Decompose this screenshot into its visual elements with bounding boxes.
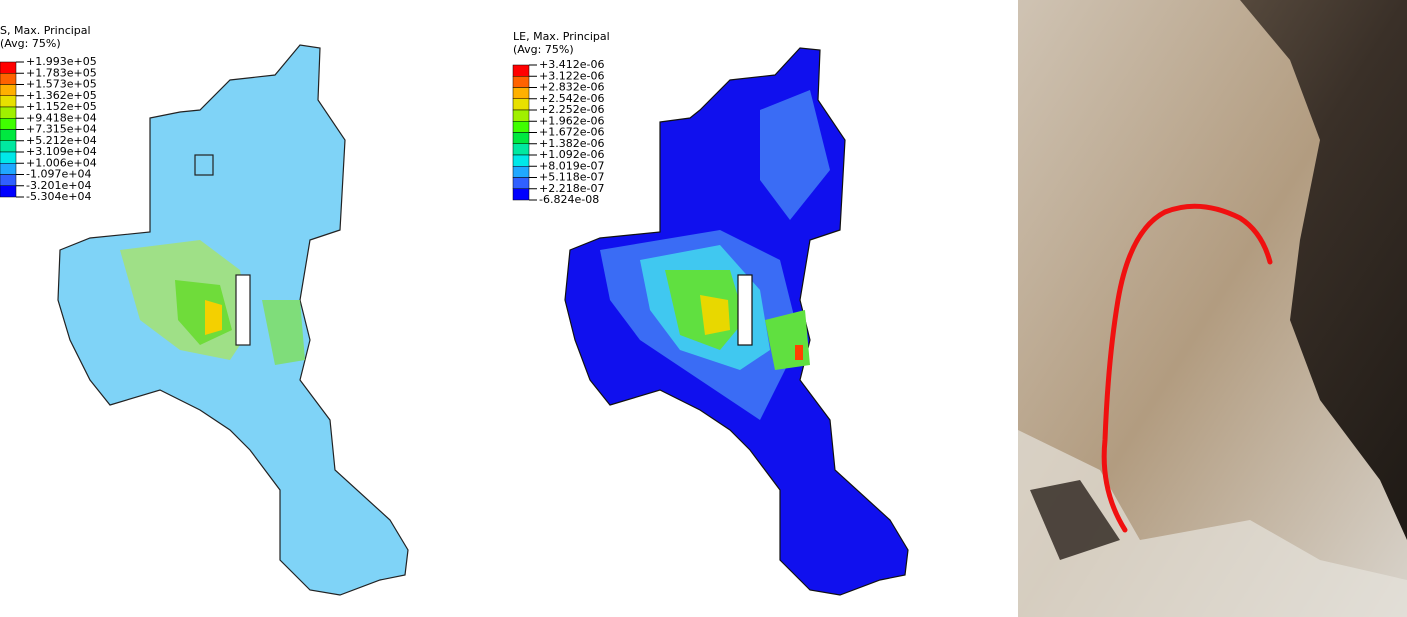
legend-swatch bbox=[0, 129, 17, 141]
legend-label: +3.122e-06 bbox=[539, 69, 604, 82]
legend-swatch bbox=[0, 61, 17, 74]
legend-label: +1.783e+05 bbox=[26, 66, 97, 79]
legend-label: +5.118e-07 bbox=[539, 171, 604, 184]
legend-label: +8.019e-07 bbox=[539, 159, 604, 172]
legend-swatch bbox=[0, 174, 17, 186]
legend-label: +1.152e+05 bbox=[26, 100, 97, 113]
legend-swatch bbox=[0, 185, 17, 198]
legend-swatch bbox=[512, 166, 530, 178]
legend-swatch bbox=[0, 140, 17, 153]
legend-label: -1.097e+04 bbox=[26, 168, 91, 181]
legend-label: +3.109e+04 bbox=[26, 145, 97, 158]
legend-swatch bbox=[0, 118, 17, 130]
legend-swatch bbox=[512, 76, 530, 88]
legend-title: S, Max. Principal bbox=[0, 24, 91, 37]
legend-swatch bbox=[512, 87, 530, 99]
legend: S, Max. Principal (Avg: 75%) +1.993e+05+… bbox=[0, 24, 97, 203]
legend-swatch bbox=[512, 132, 530, 144]
stress-model bbox=[57, 44, 409, 596]
legend-swatch bbox=[512, 177, 530, 189]
legend-swatch bbox=[512, 121, 530, 133]
legend-label: -6.824e-08 bbox=[539, 193, 599, 206]
legend-swatch bbox=[512, 64, 530, 77]
legend-swatch bbox=[512, 154, 530, 167]
legend-label: +1.382e-06 bbox=[539, 137, 604, 150]
legend-swatch bbox=[512, 98, 530, 111]
legend-label: +1.962e-06 bbox=[539, 114, 604, 127]
legend-swatch bbox=[0, 106, 17, 119]
legend-swatch bbox=[512, 143, 530, 156]
legend-label: +2.542e-06 bbox=[539, 92, 604, 105]
legend-label: +1.573e+05 bbox=[26, 78, 97, 91]
legend-label: -5.304e+04 bbox=[26, 190, 91, 203]
legend: LE, Max. Principal (Avg: 75%) +3.412e-06… bbox=[512, 30, 610, 206]
legend-swatch bbox=[0, 163, 17, 175]
legend-label: +7.315e+04 bbox=[26, 123, 97, 136]
legend-label: +5.212e+04 bbox=[26, 134, 97, 147]
legend-title: LE, Max. Principal bbox=[513, 30, 610, 43]
legend-label: -3.201e+04 bbox=[26, 179, 91, 192]
legend-swatch bbox=[512, 188, 530, 201]
legend-label: +2.218e-07 bbox=[539, 182, 604, 195]
legend-label: +1.362e+05 bbox=[26, 89, 97, 102]
legend-swatch bbox=[0, 151, 17, 164]
legend-subtitle: (Avg: 75%) bbox=[513, 43, 574, 56]
legend-label: +2.832e-06 bbox=[539, 81, 604, 94]
legend-label: +3.412e-06 bbox=[539, 58, 604, 71]
legend-swatch bbox=[0, 95, 17, 108]
strain-model bbox=[564, 47, 909, 596]
legend-label: +1.006e+04 bbox=[26, 156, 97, 169]
legend-label: +1.092e-06 bbox=[539, 148, 604, 161]
legend-label: +2.252e-06 bbox=[539, 103, 604, 116]
legend-swatch bbox=[0, 84, 17, 96]
legend-subtitle: (Avg: 75%) bbox=[0, 37, 61, 50]
legend-swatch bbox=[0, 73, 17, 85]
legend-label: +1.993e+05 bbox=[26, 55, 97, 68]
legend-label: +9.418e+04 bbox=[26, 111, 97, 124]
legend-swatch bbox=[512, 109, 530, 122]
legend-label: +1.672e-06 bbox=[539, 126, 604, 139]
cave-photo bbox=[1018, 0, 1407, 617]
